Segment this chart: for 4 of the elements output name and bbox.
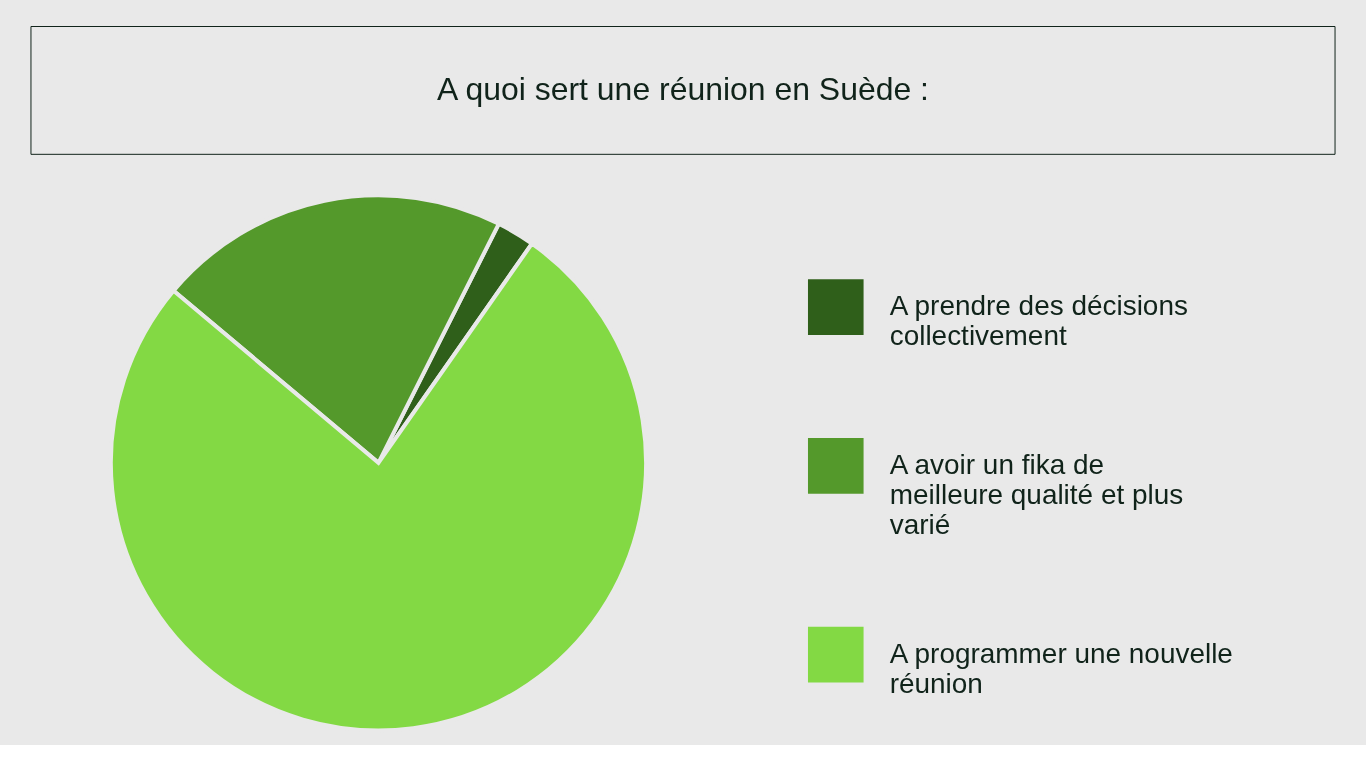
legend-label: A avoir un fika de meilleure qualité et plus varié xyxy=(889,448,1184,540)
legend-label: A prendre des décisions collectivement xyxy=(889,290,1188,352)
legend-label: A programmer une nouvelle réunion xyxy=(889,637,1233,699)
chart-title: A quoi sert une réunion en Suède : xyxy=(437,71,929,108)
